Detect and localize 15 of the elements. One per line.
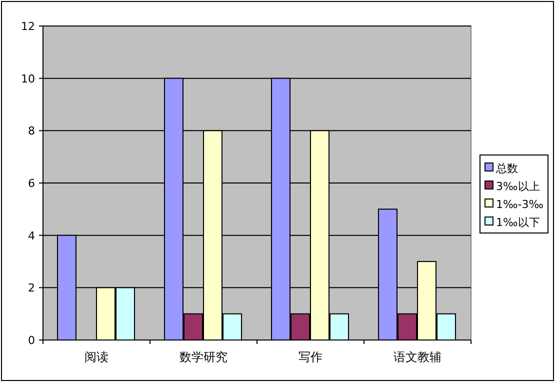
legend-label: 3‰以上 xyxy=(496,180,540,193)
y-tick-label: 6 xyxy=(28,177,35,190)
x-tick-label: 阅读 xyxy=(84,350,108,364)
legend-label: 1‰-3‰ xyxy=(496,198,544,211)
y-tick-label: 8 xyxy=(28,124,35,138)
x-tick-label: 写作 xyxy=(298,350,322,364)
y-tick-label: 10 xyxy=(21,72,35,86)
y-tick-label: 0 xyxy=(28,334,35,347)
y-tick-label: 2 xyxy=(28,282,35,295)
y-tick-label: 12 xyxy=(21,20,35,33)
legend-label: 1‰以下 xyxy=(496,216,540,229)
x-tick-label: 语文教辅 xyxy=(394,350,442,364)
x-tick-label: 数学研究 xyxy=(180,350,228,364)
y-tick-label: 4 xyxy=(28,229,35,242)
legend-label: 总数 xyxy=(495,162,518,175)
